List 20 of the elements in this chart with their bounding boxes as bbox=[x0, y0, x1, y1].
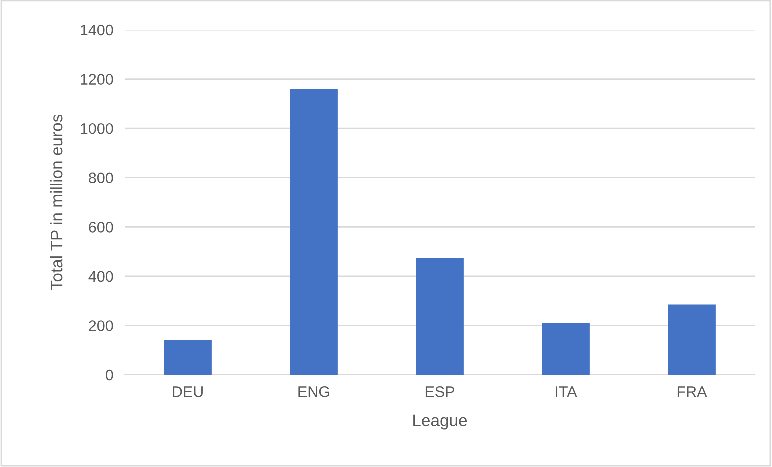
x-tick-label: FRA bbox=[678, 386, 708, 398]
bar bbox=[542, 323, 590, 375]
x-tick-label: DEU bbox=[173, 386, 203, 398]
x-tick-label: ITA bbox=[556, 386, 578, 398]
bar bbox=[164, 340, 212, 375]
y-axis-title: Total TP in million euros bbox=[50, 114, 63, 290]
y-tick-label: 1000 bbox=[81, 123, 114, 134]
y-tick-label: 0 bbox=[106, 370, 114, 381]
bar bbox=[416, 258, 464, 375]
x-tick-label: ENG bbox=[298, 386, 330, 398]
bar bbox=[668, 304, 716, 375]
bar bbox=[290, 89, 338, 375]
y-tick-label: 600 bbox=[89, 222, 114, 233]
y-tick-label: 1400 bbox=[81, 24, 114, 36]
y-tick-label: 200 bbox=[89, 320, 114, 332]
x-axis-title: League bbox=[414, 414, 468, 430]
y-tick-label: 400 bbox=[88, 271, 114, 282]
y-tick-label: 1200 bbox=[81, 74, 114, 85]
y-tick-label: 800 bbox=[89, 172, 114, 184]
x-tick-label: ESP bbox=[426, 386, 454, 398]
